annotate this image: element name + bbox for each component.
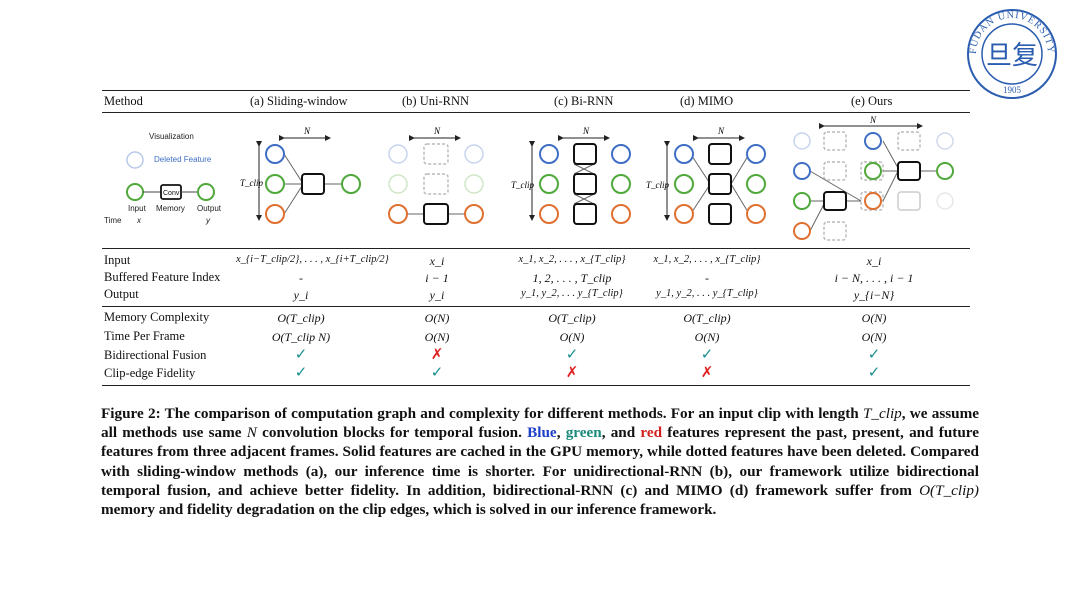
cell-time-e: O(N) — [861, 330, 887, 344]
caption-and: , and — [601, 424, 641, 442]
header-method: Method — [104, 94, 143, 108]
label-tclip-a: T_clip — [240, 178, 264, 188]
cell-buffered-e: i − N, . . . , i − 1 — [834, 271, 914, 285]
caption-part3: convolution blocks for temporal fusion. — [256, 424, 528, 442]
cell-time-d: O(N) — [694, 330, 720, 344]
legend-deleted-circle — [126, 151, 144, 169]
cross-icon: ✗ — [700, 365, 714, 381]
caption-otclip: O(T_clip) — [919, 481, 979, 499]
legend-input: Input — [128, 204, 147, 213]
cell-memory-b: O(N) — [424, 311, 450, 325]
header-mimo: (d) MIMO — [680, 94, 734, 108]
label-tclip-d: T_clip — [646, 180, 670, 190]
caption-comma: , — [556, 424, 566, 442]
logo-year: 1905 — [1003, 85, 1022, 95]
diagram-uni-rnn: N — [388, 126, 484, 225]
cell-time-c: O(N) — [559, 330, 585, 344]
legend-output: Output — [197, 204, 222, 213]
cell-output-d: y_1, y_2, . . . y_{T_clip} — [656, 288, 758, 299]
header-sliding-window: (a) Sliding-window — [250, 94, 348, 108]
check-icon: ✓ — [867, 347, 881, 363]
caption-part5: memory and fidelity degradation on the c… — [101, 501, 717, 519]
header-rule — [102, 112, 970, 113]
caption-green: green — [565, 424, 602, 442]
label-n-a: N — [303, 126, 311, 136]
check-icon: ✓ — [867, 365, 881, 381]
cell-time-b: O(N) — [424, 330, 450, 344]
label-n-d: N — [717, 126, 725, 136]
legend-y: y — [205, 216, 211, 225]
row-label-clip-edge: Clip-edge Fidelity — [104, 366, 196, 380]
caption-part4: features represent the past, present, an… — [101, 424, 979, 499]
cell-output-c: y_1, y_2, . . . y_{T_clip} — [521, 288, 623, 299]
caption-n: N — [246, 424, 257, 442]
legend: Visualization Deleted Feature Conv Input… — [104, 132, 222, 225]
legend-x: x — [136, 216, 142, 225]
cross-icon: ✗ — [565, 365, 579, 381]
header-uni-rnn: (b) Uni-RNN — [402, 94, 470, 108]
label-n-c: N — [582, 126, 590, 136]
label-n-e: N — [869, 116, 877, 125]
cell-input-d: x_1, x_2, . . . , x_{T_clip} — [653, 254, 761, 265]
header-bi-rnn: (c) Bi-RNN — [554, 94, 614, 108]
cell-buffered-a: - — [299, 271, 303, 285]
cross-icon: ✗ — [430, 347, 444, 363]
caption-tclip: T_clip — [862, 405, 902, 422]
row-label-input: Input — [104, 253, 131, 267]
cell-output-a: y_i — [293, 288, 309, 302]
row-label-buffered: Buffered Feature Index — [104, 270, 221, 284]
caption-part1: Figure 2: The comparison of computation … — [101, 405, 863, 422]
caption-part2: , we assume all methods use same — [101, 405, 979, 442]
legend-input-circle — [126, 183, 144, 201]
legend-output-circle — [197, 183, 215, 201]
diagram-mimo: N T_clip — [646, 126, 766, 225]
cell-memory-c: O(T_clip) — [548, 311, 596, 325]
diagram-ours: N — [793, 116, 954, 241]
row-label-bidirectional: Bidirectional Fusion — [104, 348, 207, 362]
check-icon: ✓ — [565, 347, 579, 363]
table-top-rule — [102, 90, 970, 91]
cell-input-a: x_{i−T_clip/2}, . . . , x_{i+T_clip/2} — [236, 254, 389, 265]
cell-time-a: O(T_clip N) — [271, 330, 331, 344]
cell-memory-a: O(T_clip) — [277, 311, 325, 325]
legend-time: Time — [104, 216, 122, 225]
caption-blue: Blue — [527, 424, 557, 442]
check-icon: ✓ — [294, 365, 308, 381]
legend-deleted-feature: Deleted Feature — [154, 155, 212, 164]
legend-visualization: Visualization — [149, 132, 194, 141]
logo-glyph: 旦复 — [986, 41, 1038, 71]
table-bottom-rule — [102, 385, 970, 386]
cell-input-c: x_1, x_2, . . . , x_{T_clip} — [518, 254, 626, 265]
computation-graph-diagrams: Visualization Deleted Feature Conv Input… — [104, 116, 954, 241]
cell-input-b: x_i — [429, 254, 445, 268]
cell-buffered-d: - — [705, 271, 709, 285]
mid-rule — [102, 306, 970, 307]
label-tclip-c: T_clip — [511, 180, 535, 190]
cell-buffered-c: 1, 2, . . . , T_clip — [532, 271, 612, 285]
row-label-memory: Memory Complexity — [104, 310, 210, 324]
cell-buffered-b: i − 1 — [425, 271, 449, 285]
fudan-university-logo: FUDAN UNIVERSITY 旦复 1905 — [967, 9, 1057, 99]
cell-output-e: y_{i−N} — [853, 288, 895, 302]
cell-output-b: y_i — [429, 288, 445, 302]
figure-caption: Figure 2: The comparison of computation … — [101, 404, 979, 519]
row-label-output: Output — [104, 287, 139, 301]
cell-input-e: x_i — [866, 254, 882, 268]
header-ours: (e) Ours — [851, 94, 893, 108]
label-n-b: N — [433, 126, 441, 136]
diagram-bi-rnn: N T_clip — [511, 126, 631, 225]
check-icon: ✓ — [294, 347, 308, 363]
check-icon: ✓ — [700, 347, 714, 363]
check-icon: ✓ — [430, 365, 444, 381]
legend-memory: Memory — [156, 204, 185, 213]
diagram-sliding-window: N T_clip — [240, 126, 361, 224]
cell-memory-e: O(N) — [861, 311, 887, 325]
caption-red: red — [640, 424, 663, 442]
legend-conv: Conv — [163, 190, 180, 197]
cell-memory-d: O(T_clip) — [683, 311, 731, 325]
diagram-rule — [102, 248, 970, 249]
row-label-time: Time Per Frame — [104, 329, 185, 343]
